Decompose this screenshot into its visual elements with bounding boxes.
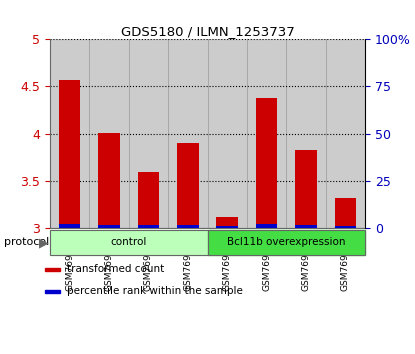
Bar [256,224,278,228]
Bar [59,80,81,228]
Bar [137,172,159,228]
Bar [168,39,208,228]
Title: GDS5180 / ILMN_1253737: GDS5180 / ILMN_1253737 [121,25,294,38]
Bar [295,225,317,228]
Text: Bcl11b overexpression: Bcl11b overexpression [227,238,346,247]
Bar [50,230,208,255]
Text: ▶: ▶ [39,236,49,249]
Text: percentile rank within the sample: percentile rank within the sample [67,286,243,296]
Bar [177,143,199,228]
Bar [208,230,365,255]
Bar [216,217,238,228]
Bar [208,39,247,228]
Bar [50,39,89,228]
Bar [98,133,120,228]
Bar [98,224,120,228]
Bar [326,39,365,228]
Bar [45,290,61,293]
Bar [286,39,326,228]
Bar [256,98,278,228]
Bar [45,268,61,270]
Bar [334,227,356,228]
Text: control: control [110,238,147,247]
Bar [295,150,317,228]
Bar [247,39,286,228]
Bar [129,39,168,228]
Bar [334,198,356,228]
Bar [89,39,129,228]
Bar [177,225,199,228]
Text: transformed count: transformed count [67,264,164,274]
Text: protocol: protocol [4,238,49,247]
Bar [137,225,159,228]
Bar [59,224,81,228]
Bar [216,227,238,228]
